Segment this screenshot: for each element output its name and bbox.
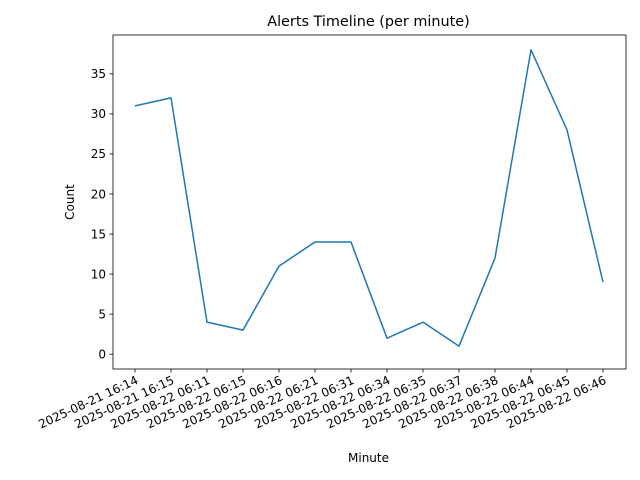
- y-tick-label: 5: [98, 307, 106, 321]
- series-line: [134, 49, 604, 347]
- y-tick-label: 25: [91, 147, 106, 161]
- y-tick-label: 15: [91, 227, 106, 241]
- plot-area: [113, 35, 626, 369]
- y-axis-label: Count: [63, 184, 77, 220]
- y-tick-label: 0: [98, 347, 106, 361]
- y-tick-label: 20: [91, 187, 106, 201]
- x-axis-label: Minute: [348, 451, 389, 465]
- y-tick-label: 35: [91, 67, 106, 81]
- y-tick-label: 30: [91, 107, 106, 121]
- chart-title: Alerts Timeline (per minute): [267, 14, 470, 30]
- y-axis-ticks: 0 5 10 15 20 25 30 35: [91, 67, 113, 361]
- y-tick-label: 10: [91, 267, 106, 281]
- plot-frame: [112, 34, 627, 370]
